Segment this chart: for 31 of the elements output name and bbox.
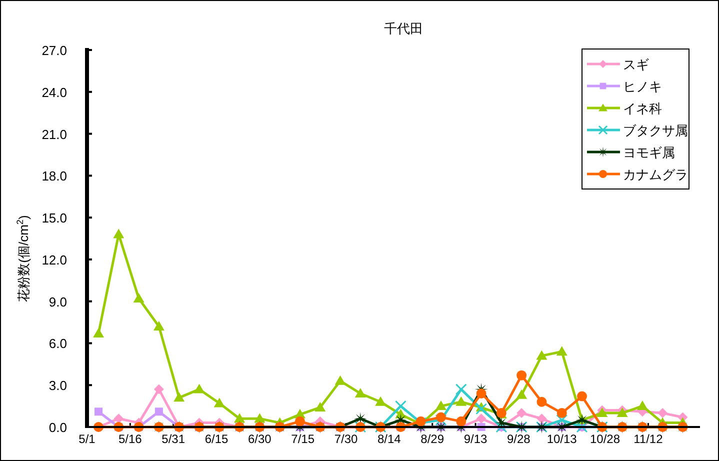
legend-label: イネ科 [623, 101, 662, 116]
x-tick-label: 5/16 [118, 432, 142, 446]
y-tick-label: 21.0 [42, 126, 67, 142]
x-tick-label: 6/30 [248, 432, 272, 446]
y-tick-label: 24.0 [42, 84, 67, 100]
y-tick-label: 15.0 [42, 210, 67, 226]
y-tick-label: 0.0 [48, 420, 67, 435]
x-tick-label: 11/12 [634, 432, 664, 446]
x-tick-label: 10/13 [546, 432, 578, 446]
x-tick-label: 6/15 [204, 432, 229, 446]
legend-label: カナムグラ [623, 167, 688, 182]
x-tick-label: 10/28 [590, 432, 620, 446]
x-tick-label: 7/15 [291, 432, 315, 446]
x-tick-label: 5/31 [162, 432, 186, 446]
y-tick-label: 18.0 [42, 168, 67, 184]
chart-title: 千代田 [384, 21, 423, 36]
legend-label: ヒノキ [623, 79, 662, 94]
y-tick-label: 6.0 [48, 336, 67, 352]
x-tick-label: 9/28 [507, 432, 531, 446]
legend-label: ブタクサ属 [623, 123, 688, 138]
y-tick-label: 9.0 [48, 294, 67, 310]
x-tick-label: 5/1 [78, 432, 96, 446]
y-tick-label: 27.0 [42, 43, 67, 58]
x-tick-label: 8/14 [378, 432, 402, 446]
x-tick-label: 8/29 [420, 432, 444, 446]
x-tick-label: 7/30 [334, 432, 358, 446]
y-tick-label: 3.0 [48, 378, 67, 394]
legend-label: ヨモギ属 [623, 145, 675, 160]
y-tick-label: 12.0 [42, 252, 67, 268]
x-tick-label: 9/13 [464, 432, 488, 446]
legend-label: スギ [623, 57, 649, 72]
